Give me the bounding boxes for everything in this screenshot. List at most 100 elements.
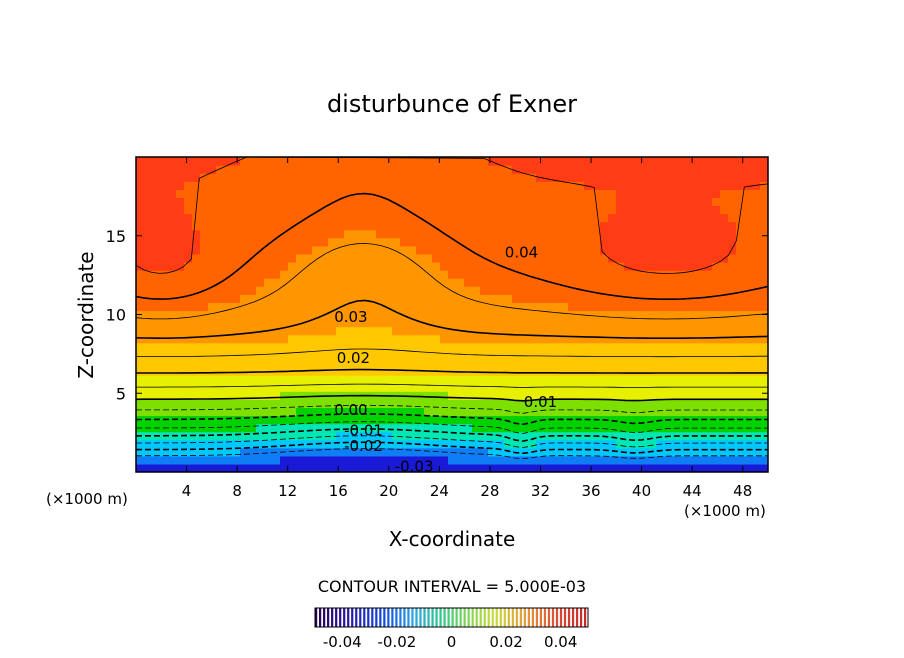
heatmap-cell — [696, 157, 705, 166]
heatmap-cell — [152, 463, 161, 472]
heatmap-cell — [400, 455, 409, 465]
heatmap-cell — [592, 455, 601, 465]
heatmap-cell — [224, 189, 233, 198]
heatmap-cell — [672, 367, 681, 376]
heatmap-cell — [664, 213, 673, 223]
heatmap-cell — [200, 245, 209, 255]
heatmap-cell — [264, 302, 273, 312]
heatmap-cell — [176, 221, 185, 231]
heatmap-cell — [272, 463, 281, 472]
heatmap-cell — [384, 423, 393, 433]
heatmap-cell — [288, 423, 297, 433]
heatmap-cell — [216, 157, 225, 166]
heatmap-cell — [136, 326, 145, 336]
heatmap-cell — [688, 278, 697, 287]
heatmap-cell — [216, 407, 225, 417]
heatmap-cell — [528, 310, 537, 320]
heatmap-cell — [280, 213, 289, 223]
heatmap-cell — [344, 221, 353, 231]
heatmap-cell — [496, 375, 505, 384]
heatmap-cell — [448, 253, 457, 263]
heatmap-cell — [384, 278, 393, 287]
heatmap-cell — [544, 205, 553, 215]
heatmap-cell — [600, 342, 609, 352]
heatmap-cell — [752, 439, 761, 449]
heatmap-cell — [760, 439, 768, 449]
heatmap-cell — [536, 278, 545, 287]
heatmap-cell — [272, 415, 281, 425]
heatmap-cell — [568, 294, 577, 303]
heatmap-cell — [648, 229, 657, 239]
heatmap-cell — [336, 205, 345, 215]
heatmap-cell — [720, 367, 729, 376]
heatmap-cell — [320, 221, 329, 231]
heatmap-cell — [336, 423, 345, 433]
heatmap-cell — [352, 245, 361, 255]
heatmap-cell — [288, 375, 297, 384]
heatmap-cell — [544, 189, 553, 198]
heatmap-cell — [232, 415, 241, 425]
heatmap-cell — [272, 213, 281, 223]
heatmap-cell — [328, 383, 337, 392]
colorbar-segment — [467, 608, 470, 627]
heatmap-cell — [736, 173, 745, 182]
heatmap-cell — [760, 302, 768, 312]
heatmap-cell — [368, 439, 377, 449]
heatmap-cell — [160, 221, 169, 231]
heatmap-cell — [368, 367, 377, 376]
heatmap-cell — [528, 302, 537, 312]
heatmap-cell — [416, 455, 425, 465]
heatmap-cell — [688, 173, 697, 182]
heatmap-cell — [296, 399, 305, 408]
heatmap-cell — [624, 375, 633, 384]
heatmap-cell — [360, 270, 369, 279]
heatmap-cell — [200, 237, 209, 247]
heatmap-cell — [400, 350, 409, 360]
heatmap-cell — [472, 157, 481, 166]
heatmap-cell — [152, 399, 161, 408]
heatmap-cell — [648, 350, 657, 360]
heatmap-cell — [416, 463, 425, 472]
heatmap-cell — [752, 286, 761, 295]
heatmap-cell — [760, 278, 768, 287]
heatmap-cell — [256, 391, 265, 400]
heatmap-cell — [376, 455, 385, 465]
heatmap-cell — [336, 415, 345, 425]
heatmap-cell — [376, 342, 385, 352]
heatmap-cell — [304, 270, 313, 279]
heatmap-cell — [184, 358, 193, 368]
heatmap-cell — [688, 237, 697, 247]
heatmap-cell — [752, 463, 761, 472]
heatmap-cell — [168, 302, 177, 312]
heatmap-cell — [240, 278, 249, 287]
heatmap-cell — [224, 342, 233, 352]
heatmap-cell — [688, 350, 697, 360]
heatmap-cell — [176, 157, 185, 166]
heatmap-cell — [704, 423, 713, 433]
heatmap-cell — [416, 326, 425, 336]
heatmap-cell — [624, 415, 633, 425]
heatmap-cell — [472, 399, 481, 408]
heatmap-cell — [736, 407, 745, 417]
heatmap-cell — [352, 334, 361, 344]
heatmap-cell — [608, 375, 617, 384]
heatmap-cell — [272, 197, 281, 207]
x-tick-label: 44 — [683, 482, 702, 500]
heatmap-cell — [136, 367, 145, 376]
heatmap-cell — [152, 302, 161, 312]
heatmap-cell — [664, 221, 673, 231]
heatmap-cell — [136, 213, 145, 223]
heatmap-cell — [640, 399, 649, 408]
heatmap-cell — [448, 173, 457, 182]
heatmap-cell — [640, 342, 649, 352]
heatmap-cell — [592, 399, 601, 408]
heatmap-cell — [400, 205, 409, 215]
heatmap-cell — [552, 455, 561, 465]
heatmap-cell — [288, 270, 297, 279]
heatmap-cell — [360, 415, 369, 425]
heatmap-cell — [504, 334, 513, 344]
heatmap-cell — [408, 391, 417, 400]
heatmap-cell — [584, 165, 593, 174]
heatmap-cell — [632, 350, 641, 360]
heatmap-cell — [592, 253, 601, 263]
